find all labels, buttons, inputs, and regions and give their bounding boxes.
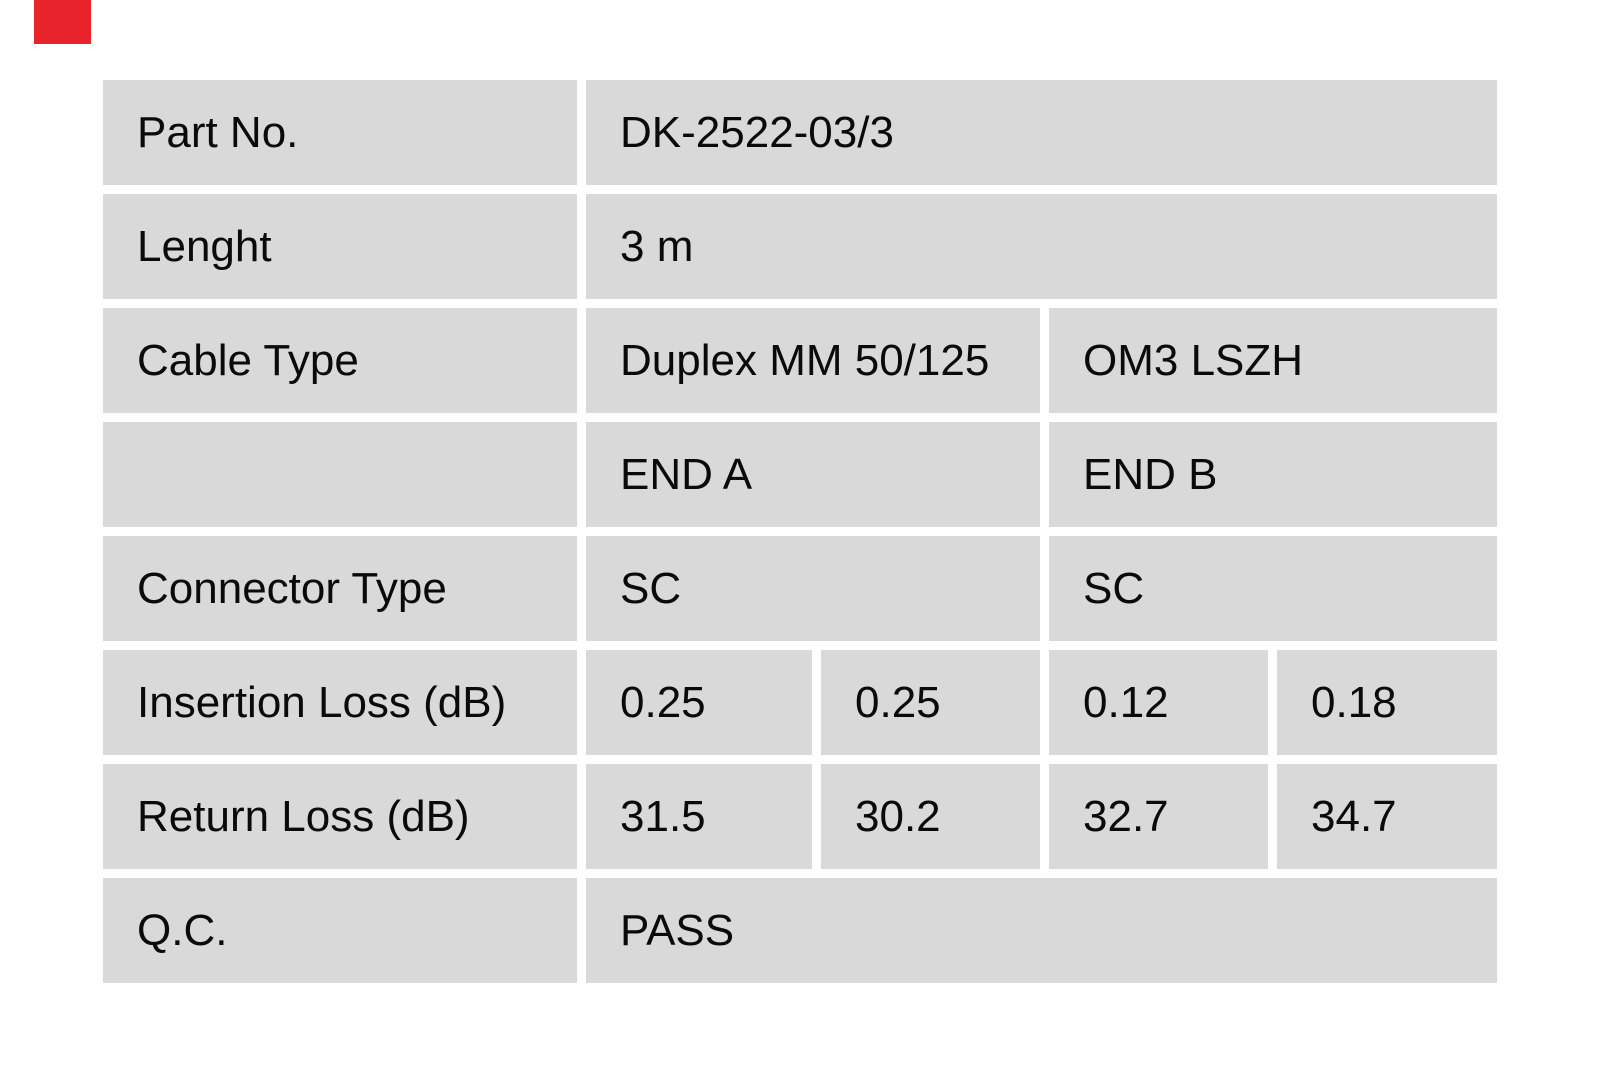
- insertion-loss-end-b1-cell: 0.12: [1049, 650, 1268, 755]
- return-loss-label-cell: Return Loss (dB): [103, 764, 577, 869]
- connector-type-a-cell: SC: [586, 536, 1040, 641]
- return-loss-end-a1-cell: 31.5: [586, 764, 812, 869]
- length-label-cell: Lenght: [103, 194, 577, 299]
- cable-type-label-cell: Cable Type: [103, 308, 577, 413]
- connector-type-label-cell: Connector Type: [103, 536, 577, 641]
- end-a-header-cell: END A: [586, 422, 1040, 527]
- connector-type-b-cell: SC: [1049, 536, 1497, 641]
- insertion-loss-label-cell: Insertion Loss (dB): [103, 650, 577, 755]
- return-loss-end-b2-cell: 34.7: [1277, 764, 1497, 869]
- cable-type-value-a-cell: Duplex MM 50/125: [586, 308, 1040, 413]
- qc-value-cell: PASS: [586, 878, 1497, 983]
- insertion-loss-end-a2-cell: 0.25: [821, 650, 1040, 755]
- cable-spec-table: Part No. DK-2522-03/3 Lenght 3 m Cable T…: [103, 80, 1497, 983]
- return-loss-end-b1-cell: 32.7: [1049, 764, 1268, 869]
- length-value-cell: 3 m: [586, 194, 1497, 299]
- ends-row-spacer-cell: [103, 422, 577, 527]
- cable-type-value-b-cell: OM3 LSZH: [1049, 308, 1497, 413]
- insertion-loss-end-a1-cell: 0.25: [586, 650, 812, 755]
- end-b-header-cell: END B: [1049, 422, 1497, 527]
- qc-label-cell: Q.C.: [103, 878, 577, 983]
- part-no-label-cell: Part No.: [103, 80, 577, 185]
- part-no-value-cell: DK-2522-03/3: [586, 80, 1497, 185]
- insertion-loss-end-b2-cell: 0.18: [1277, 650, 1497, 755]
- brand-mark: [34, 0, 91, 44]
- return-loss-end-a2-cell: 30.2: [821, 764, 1040, 869]
